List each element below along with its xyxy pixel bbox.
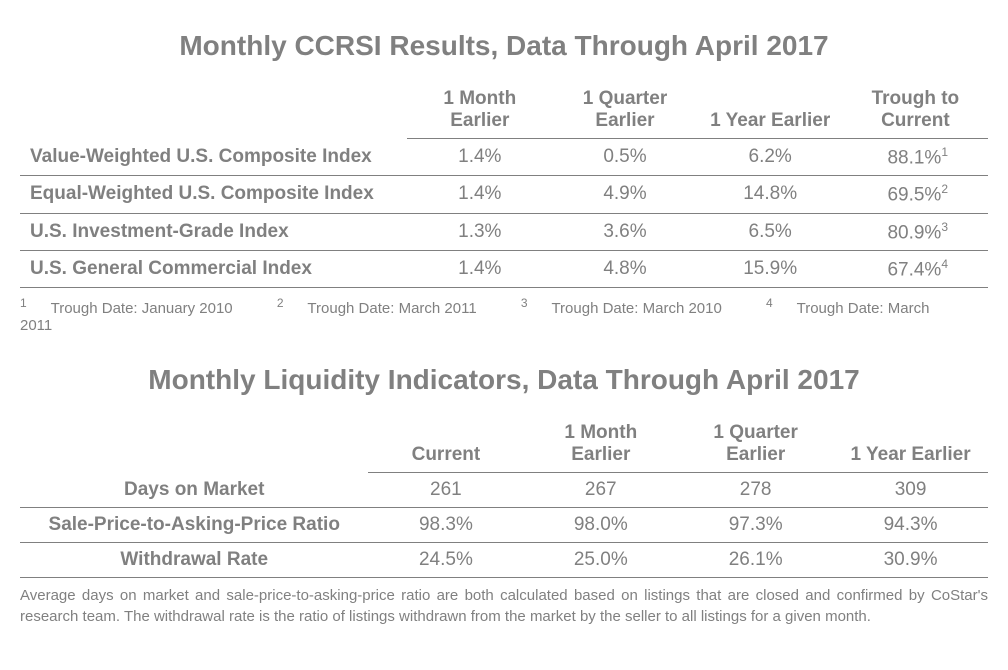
- cell: 97.3%: [678, 508, 833, 543]
- cell: 4.8%: [552, 250, 697, 287]
- table-row: Withdrawal Rate 24.5% 25.0% 26.1% 30.9%: [20, 543, 988, 578]
- cell: 94.3%: [833, 508, 988, 543]
- footnote-text: Trough Date: January 2010: [51, 300, 233, 317]
- ccrsi-footnotes: 1 Trough Date: January 2010 2 Trough Dat…: [20, 296, 988, 334]
- cell: 24.5%: [368, 543, 523, 578]
- footnote: 3 Trough Date: March 2010: [521, 300, 742, 317]
- liquidity-title: Monthly Liquidity Indicators, Data Throu…: [20, 364, 988, 396]
- col-header: 1 Year Earlier: [698, 82, 843, 139]
- blank-header: [20, 82, 407, 139]
- liquidity-footnote-text: Average days on market and sale-price-to…: [20, 586, 988, 627]
- cell: 6.5%: [698, 213, 843, 250]
- col-header: 1 Quarter Earlier: [678, 416, 833, 473]
- cell: 267: [523, 473, 678, 508]
- ccrsi-header-row: 1 Month Earlier 1 Quarter Earlier 1 Year…: [20, 82, 988, 139]
- cell: 1.3%: [407, 213, 552, 250]
- table-row: Value-Weighted U.S. Composite Index 1.4%…: [20, 139, 988, 176]
- trough-sup: 4: [941, 257, 948, 271]
- cell: 1.4%: [407, 139, 552, 176]
- col-header: 1 Month Earlier: [407, 82, 552, 139]
- table-row: U.S. General Commercial Index 1.4% 4.8% …: [20, 250, 988, 287]
- cell: 98.0%: [523, 508, 678, 543]
- cell: 3.6%: [552, 213, 697, 250]
- cell: 278: [678, 473, 833, 508]
- trough-sup: 1: [941, 145, 948, 159]
- cell: 4.9%: [552, 176, 697, 213]
- trough-value: 69.5%: [887, 185, 941, 206]
- col-header: Current: [368, 416, 523, 473]
- row-label: Sale-Price-to-Asking-Price Ratio: [20, 508, 368, 543]
- footnote-sup: 3: [521, 296, 528, 310]
- footnote-text: Trough Date: March 2010: [551, 300, 721, 317]
- cell-trough: 88.1%1: [843, 139, 988, 176]
- cell: 6.2%: [698, 139, 843, 176]
- col-header: 1 Month Earlier: [523, 416, 678, 473]
- trough-sup: 3: [941, 220, 948, 234]
- ccrsi-table: 1 Month Earlier 1 Quarter Earlier 1 Year…: [20, 82, 988, 288]
- cell: 14.8%: [698, 176, 843, 213]
- cell-trough: 80.9%3: [843, 213, 988, 250]
- row-label: Value-Weighted U.S. Composite Index: [20, 139, 407, 176]
- footnote-text: Trough Date: March 2011: [307, 300, 476, 317]
- trough-value: 80.9%: [887, 222, 941, 243]
- liquidity-table: Current 1 Month Earlier 1 Quarter Earlie…: [20, 416, 988, 578]
- cell-trough: 69.5%2: [843, 176, 988, 213]
- table-row: Sale-Price-to-Asking-Price Ratio 98.3% 9…: [20, 508, 988, 543]
- cell: 30.9%: [833, 543, 988, 578]
- table-row: Equal-Weighted U.S. Composite Index 1.4%…: [20, 176, 988, 213]
- cell: 15.9%: [698, 250, 843, 287]
- cell: 25.0%: [523, 543, 678, 578]
- cell: 98.3%: [368, 508, 523, 543]
- cell: 0.5%: [552, 139, 697, 176]
- trough-value: 67.4%: [887, 259, 941, 280]
- table-row: U.S. Investment-Grade Index 1.3% 3.6% 6.…: [20, 213, 988, 250]
- row-label: Equal-Weighted U.S. Composite Index: [20, 176, 407, 213]
- cell: 261: [368, 473, 523, 508]
- cell: 309: [833, 473, 988, 508]
- footnote-sup: 4: [766, 296, 773, 310]
- row-label: U.S. Investment-Grade Index: [20, 213, 407, 250]
- trough-value: 88.1%: [887, 147, 941, 168]
- ccrsi-title: Monthly CCRSI Results, Data Through Apri…: [20, 30, 988, 62]
- table-row: Days on Market 261 267 278 309: [20, 473, 988, 508]
- footnote-sup: 1: [20, 296, 27, 310]
- blank-header: [20, 416, 368, 473]
- footnote: 1 Trough Date: January 2010: [20, 300, 253, 317]
- cell-trough: 67.4%4: [843, 250, 988, 287]
- row-label: U.S. General Commercial Index: [20, 250, 407, 287]
- col-header: 1 Year Earlier: [833, 416, 988, 473]
- row-label: Days on Market: [20, 473, 368, 508]
- footnote: 2 Trough Date: March 2011: [277, 300, 497, 317]
- liquidity-header-row: Current 1 Month Earlier 1 Quarter Earlie…: [20, 416, 988, 473]
- cell: 1.4%: [407, 250, 552, 287]
- trough-sup: 2: [941, 182, 948, 196]
- col-header: Trough to Current: [843, 82, 988, 139]
- row-label: Withdrawal Rate: [20, 543, 368, 578]
- footnote-sup: 2: [277, 296, 284, 310]
- cell: 26.1%: [678, 543, 833, 578]
- col-header: 1 Quarter Earlier: [552, 82, 697, 139]
- cell: 1.4%: [407, 176, 552, 213]
